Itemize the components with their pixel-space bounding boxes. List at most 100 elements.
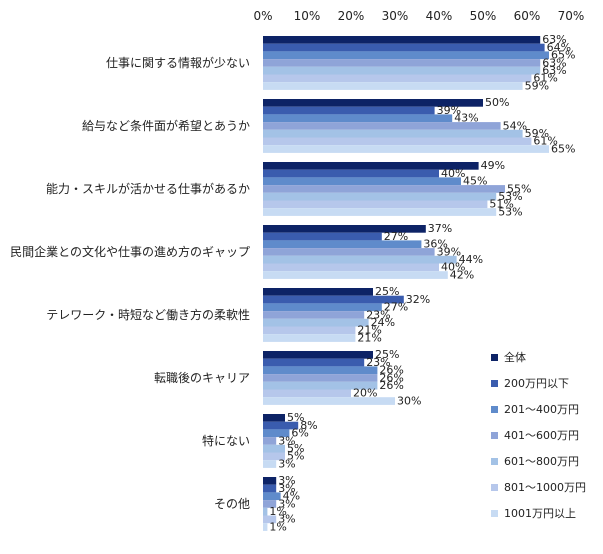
x-tick-label: 10%	[294, 9, 321, 23]
data-label: 49%	[481, 159, 505, 172]
data-label: 21%	[357, 324, 381, 337]
x-tick-label: 50%	[470, 9, 497, 23]
bar	[263, 51, 549, 60]
data-label: 25%	[375, 348, 399, 361]
data-label: 27%	[384, 230, 408, 243]
bar	[263, 397, 395, 405]
bar	[263, 295, 404, 304]
bar	[263, 460, 277, 468]
data-label: 43%	[454, 112, 478, 125]
data-label: 39%	[437, 245, 461, 258]
bar	[263, 366, 378, 375]
bar	[263, 389, 351, 398]
bar	[263, 318, 369, 327]
bar	[263, 225, 426, 233]
bar	[263, 484, 277, 493]
data-label: 26%	[379, 379, 403, 392]
bar	[263, 200, 488, 209]
data-label: 26%	[379, 371, 403, 384]
data-label: 59%	[525, 79, 549, 92]
data-label: 45%	[463, 175, 487, 188]
bar	[263, 421, 299, 430]
value-labels: 63%64%65%63%63%61%59%50%39%43%54%59%61%6…	[269, 33, 575, 533]
data-label: 23%	[366, 356, 390, 369]
data-label: 3%	[278, 457, 295, 470]
bar	[263, 437, 277, 445]
data-label: 3%	[278, 434, 295, 447]
bar	[263, 137, 532, 146]
bar	[263, 232, 382, 241]
data-label: 65%	[551, 49, 575, 62]
bar	[263, 500, 277, 508]
x-tick-label: 30%	[382, 9, 409, 23]
legend-swatch	[491, 406, 498, 413]
data-label: 3%	[278, 474, 295, 487]
bar	[263, 162, 479, 170]
legend-label: 全体	[504, 350, 526, 364]
legend-label: 401～600万円	[504, 429, 579, 442]
data-label: 20%	[353, 387, 377, 400]
legend-swatch	[491, 484, 498, 491]
data-label: 5%	[287, 411, 304, 424]
bar	[263, 66, 541, 75]
legend-label: 601～800万円	[504, 455, 579, 468]
category-label: 仕事に関する情報が少ない	[106, 55, 250, 70]
bar	[263, 248, 435, 256]
data-label: 37%	[428, 222, 452, 235]
data-label: 24%	[371, 316, 395, 329]
data-label: 30%	[397, 394, 421, 407]
bar	[263, 271, 448, 279]
bar	[263, 106, 435, 115]
category-label: 給与など条件面が希望とあうか	[82, 118, 250, 133]
bar	[263, 381, 378, 390]
bar	[263, 452, 285, 461]
data-label: 4%	[283, 490, 300, 503]
data-label: 3%	[278, 497, 295, 510]
data-label: 23%	[366, 308, 390, 321]
category-label: その他	[214, 497, 250, 511]
bar	[263, 507, 268, 516]
data-label: 59%	[525, 127, 549, 140]
bar	[263, 240, 422, 249]
bar	[263, 74, 532, 83]
legend-swatch	[491, 458, 498, 465]
data-label: 32%	[406, 293, 430, 306]
legend-label: 201～400万円	[504, 403, 579, 416]
x-axis-ticks: 0% 10% 20% 30% 40% 50% 60% 70%	[253, 9, 584, 23]
bar	[263, 429, 290, 438]
bar	[263, 114, 453, 123]
bar	[263, 477, 277, 485]
legend-swatch	[491, 380, 498, 387]
bar	[263, 255, 457, 264]
data-label: 36%	[423, 238, 447, 251]
x-tick-label: 60%	[514, 9, 541, 23]
bar	[263, 523, 268, 531]
data-label: 6%	[291, 427, 308, 440]
data-label: 50%	[485, 96, 509, 109]
bar	[263, 145, 549, 153]
bar	[263, 82, 523, 90]
legend-swatch	[491, 432, 498, 439]
data-label: 26%	[379, 364, 403, 377]
data-label: 64%	[547, 41, 571, 54]
data-label: 27%	[384, 301, 408, 314]
data-label: 42%	[450, 268, 474, 281]
bar	[263, 192, 497, 201]
data-label: 40%	[441, 167, 465, 180]
data-label: 25%	[375, 285, 399, 298]
bar	[263, 444, 285, 453]
bar	[263, 177, 461, 186]
x-tick-label: 40%	[426, 9, 453, 23]
bar	[263, 374, 378, 382]
legend-label: 200万円以下	[504, 377, 569, 390]
bar	[263, 263, 439, 272]
data-label: 63%	[542, 56, 566, 69]
data-label: 8%	[300, 419, 317, 432]
bar	[263, 208, 497, 216]
data-label: 53%	[498, 190, 522, 203]
x-tick-label: 70%	[558, 9, 585, 23]
data-label: 53%	[498, 205, 522, 218]
bar	[263, 129, 523, 138]
bar	[263, 43, 545, 52]
